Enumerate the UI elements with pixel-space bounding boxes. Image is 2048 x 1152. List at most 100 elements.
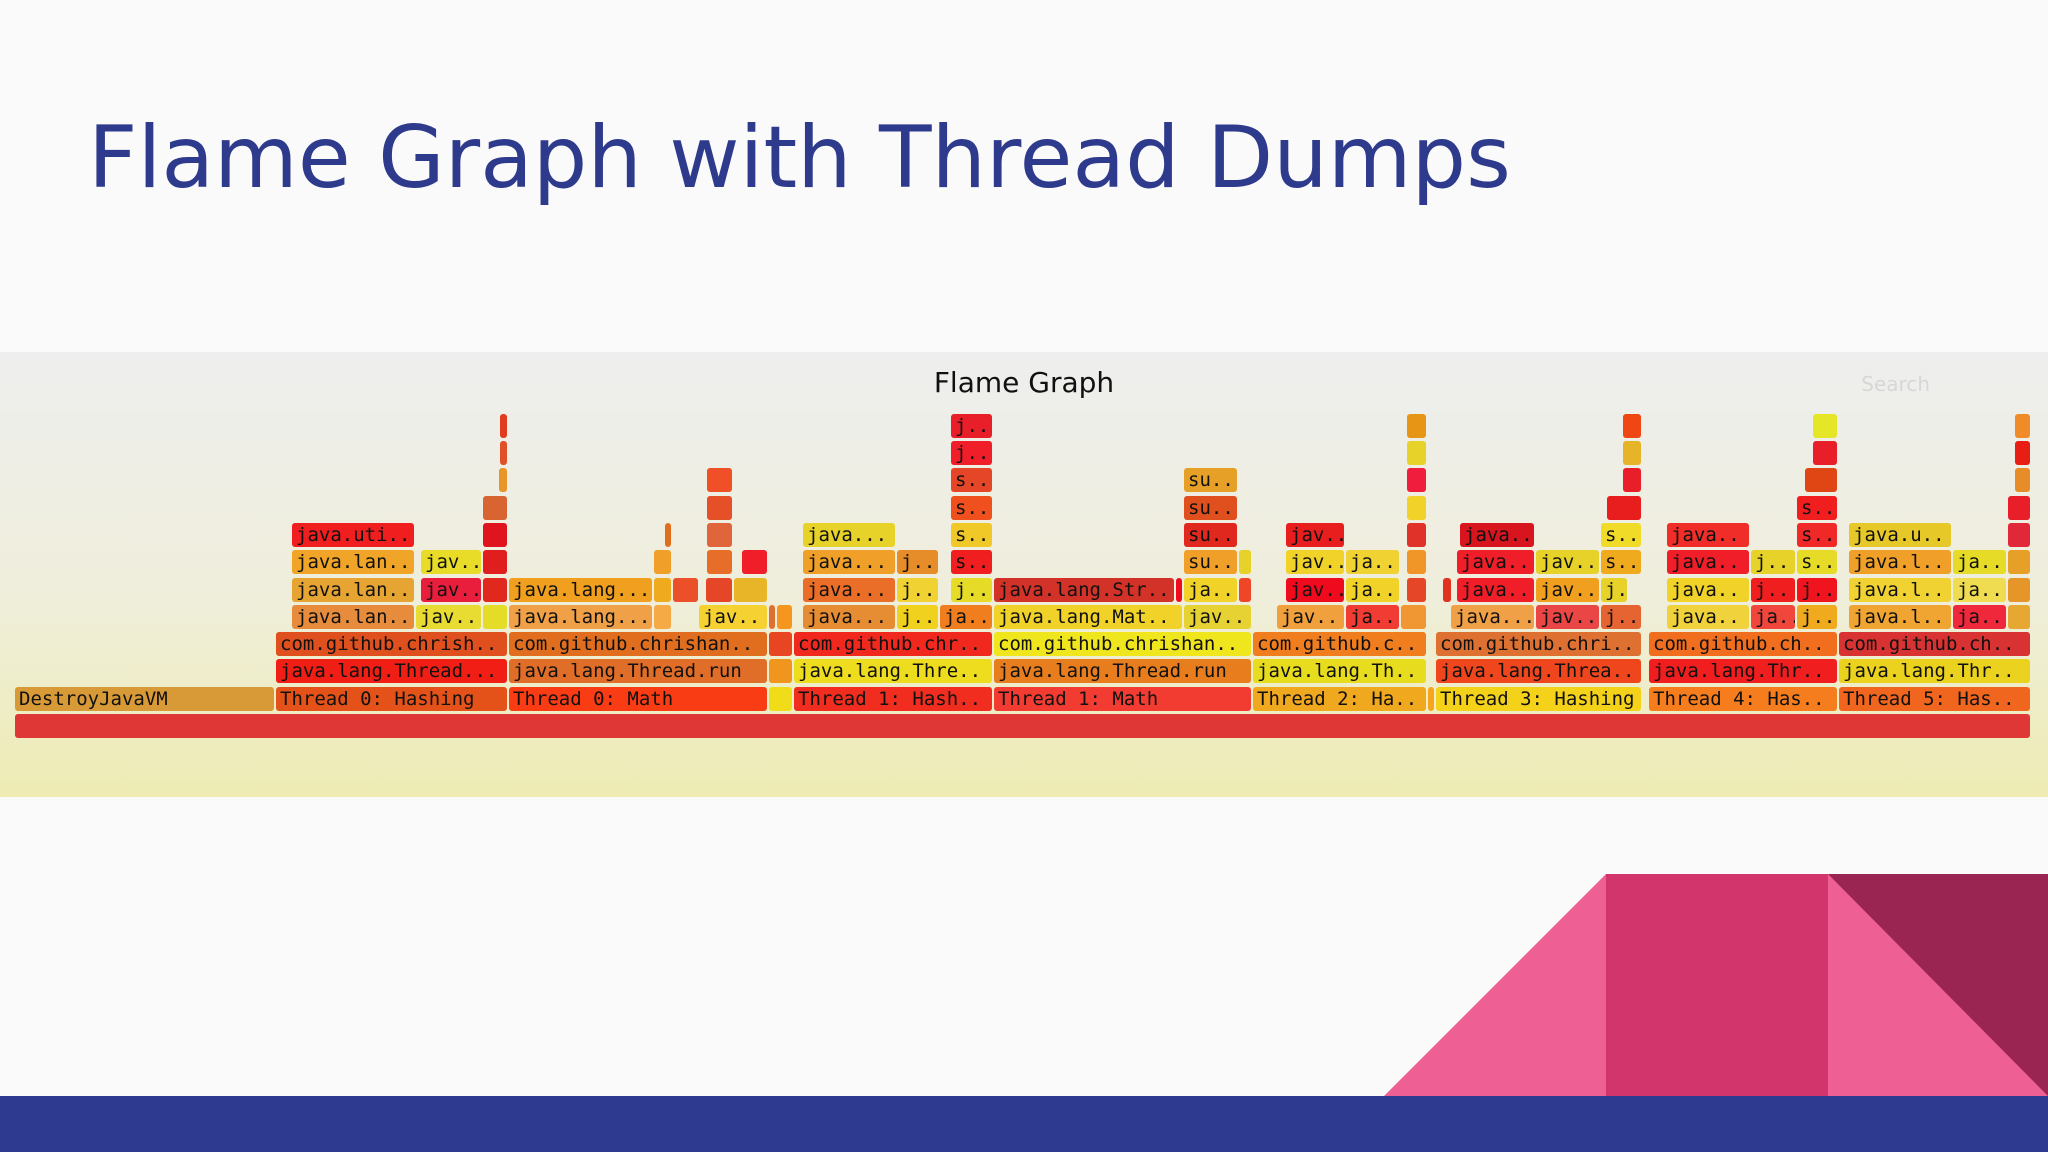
flame-frame[interactable]: java.. bbox=[1667, 578, 1749, 602]
flame-frame[interactable]: java.. bbox=[1667, 523, 1749, 547]
flame-frame[interactable]: ja.. bbox=[1953, 550, 2006, 574]
flame-graph-search-button[interactable]: Search bbox=[1861, 372, 1930, 396]
flame-frame[interactable]: jav.. bbox=[1536, 550, 1599, 574]
flame-frame[interactable] bbox=[1407, 578, 1426, 602]
flame-frame[interactable]: ja.. bbox=[1346, 605, 1399, 629]
flame-frame[interactable]: jav.. bbox=[699, 605, 767, 629]
flame-frame[interactable]: Thread 1: Hash.. bbox=[794, 687, 992, 711]
flame-frame[interactable] bbox=[1428, 687, 1434, 711]
flame-frame[interactable] bbox=[483, 496, 507, 520]
flame-frame[interactable]: j.. bbox=[897, 605, 938, 629]
flame-frame[interactable] bbox=[499, 468, 507, 492]
flame-frame[interactable]: ja.. bbox=[1751, 605, 1795, 629]
flame-frame[interactable]: ja.. bbox=[1953, 605, 2006, 629]
flame-frame[interactable]: Thread 5: Has.. bbox=[1839, 687, 2030, 711]
flame-frame[interactable]: ja.. bbox=[1953, 578, 2006, 602]
flame-frame[interactable]: com.github.chrish.. bbox=[276, 632, 507, 656]
flame-frame[interactable]: jav.. bbox=[1286, 523, 1344, 547]
flame-frame[interactable]: s.. bbox=[951, 468, 992, 492]
flame-frame[interactable]: s.. bbox=[951, 550, 992, 574]
flame-frame[interactable]: java.. bbox=[1667, 605, 1749, 629]
flame-frame[interactable] bbox=[483, 605, 507, 629]
flame-frame[interactable]: java.lang.Thread... bbox=[276, 659, 507, 683]
flame-frame[interactable] bbox=[1407, 414, 1426, 438]
flame-frame[interactable] bbox=[707, 468, 732, 492]
flame-frame[interactable]: java.lang.Str.. bbox=[994, 578, 1174, 602]
flame-frame[interactable]: java.l.. bbox=[1849, 550, 1951, 574]
flame-frame[interactable] bbox=[1805, 468, 1837, 492]
flame-frame[interactable] bbox=[654, 605, 671, 629]
flame-frame[interactable] bbox=[777, 605, 792, 629]
flame-frame[interactable] bbox=[1239, 578, 1251, 602]
flame-frame[interactable]: java.lan.. bbox=[292, 550, 414, 574]
flame-frame[interactable] bbox=[769, 632, 792, 656]
flame-frame[interactable] bbox=[707, 550, 732, 574]
flame-frame[interactable] bbox=[1813, 441, 1837, 465]
flame-frame[interactable]: Thread 4: Has.. bbox=[1649, 687, 1837, 711]
flame-frame[interactable] bbox=[1623, 468, 1641, 492]
flame-frame[interactable] bbox=[1407, 468, 1426, 492]
flame-frame[interactable] bbox=[2008, 496, 2030, 520]
flame-frame[interactable] bbox=[2008, 523, 2030, 547]
flame-frame[interactable]: java.lang.Thr.. bbox=[1839, 659, 2030, 683]
flame-frame[interactable]: java.l.. bbox=[1849, 578, 1951, 602]
flame-frame[interactable] bbox=[1407, 550, 1426, 574]
flame-frame[interactable]: jav.. bbox=[1536, 578, 1599, 602]
flame-frame[interactable]: java.. bbox=[1457, 578, 1534, 602]
flame-frame[interactable] bbox=[1407, 523, 1426, 547]
flame-frame[interactable]: java.lang.Threa.. bbox=[1436, 659, 1641, 683]
flame-frame[interactable] bbox=[483, 578, 507, 602]
flame-frame[interactable]: java... bbox=[803, 605, 895, 629]
flame-frame[interactable] bbox=[1623, 414, 1641, 438]
flame-frame[interactable]: java.lan.. bbox=[292, 578, 414, 602]
flame-frame[interactable] bbox=[2008, 578, 2030, 602]
flame-frame[interactable] bbox=[2015, 414, 2030, 438]
flame-frame[interactable]: java.lan.. bbox=[292, 605, 414, 629]
flame-frame[interactable]: java.lang... bbox=[509, 578, 652, 602]
flame-frame[interactable] bbox=[1443, 578, 1451, 602]
flame-frame[interactable]: java.lang.Thre.. bbox=[794, 659, 992, 683]
flame-frame[interactable] bbox=[707, 523, 732, 547]
flame-frame[interactable]: com.github.chrishan.. bbox=[994, 632, 1251, 656]
flame-frame[interactable]: j.. bbox=[1601, 578, 1627, 602]
flame-frame[interactable]: j.. bbox=[951, 578, 992, 602]
flame-frame[interactable]: j.. bbox=[1797, 578, 1837, 602]
flame-frame[interactable]: com.github.chr.. bbox=[794, 632, 992, 656]
flame-frame[interactable]: j.. bbox=[897, 550, 938, 574]
flame-frame[interactable]: su.. bbox=[1184, 496, 1237, 520]
flame-frame[interactable]: s.. bbox=[951, 523, 992, 547]
flame-frame[interactable] bbox=[2015, 441, 2030, 465]
flame-frame[interactable]: ja.. bbox=[940, 605, 992, 629]
flame-frame[interactable] bbox=[500, 441, 507, 465]
flame-frame[interactable] bbox=[742, 550, 767, 574]
flame-frame[interactable]: Thread 0: Hashing bbox=[276, 687, 507, 711]
flame-frame[interactable] bbox=[483, 550, 507, 574]
flame-frame[interactable]: s.. bbox=[951, 496, 992, 520]
flame-frame[interactable]: java... bbox=[803, 578, 895, 602]
flame-frame[interactable] bbox=[1813, 414, 1837, 438]
flame-frame[interactable] bbox=[654, 578, 671, 602]
flame-frame[interactable]: j.. bbox=[897, 578, 938, 602]
flame-frame[interactable]: java.lang.Thr.. bbox=[1649, 659, 1837, 683]
flame-frame[interactable]: java.. bbox=[1460, 523, 1534, 547]
flame-frame[interactable]: su.. bbox=[1184, 550, 1237, 574]
flame-frame[interactable]: java.lang... bbox=[509, 605, 652, 629]
flame-frame[interactable]: java... bbox=[803, 550, 895, 574]
flame-frame[interactable]: java.lang.Mat.. bbox=[994, 605, 1182, 629]
flame-frame[interactable]: java... bbox=[803, 523, 895, 547]
flame-frame[interactable]: ja.. bbox=[1184, 578, 1237, 602]
flame-frame[interactable]: com.github.ch.. bbox=[1839, 632, 2030, 656]
flame-frame[interactable]: j.. bbox=[951, 414, 992, 438]
flame-frame[interactable]: Thread 1: Math bbox=[994, 687, 1251, 711]
flame-frame[interactable]: s.. bbox=[1797, 523, 1837, 547]
flame-frame[interactable] bbox=[1407, 441, 1426, 465]
flame-frame[interactable]: Thread 3: Hashing bbox=[1436, 687, 1641, 711]
flame-frame[interactable] bbox=[769, 659, 792, 683]
flame-frame[interactable]: java.uti.. bbox=[292, 523, 414, 547]
flame-frame[interactable] bbox=[769, 687, 792, 711]
flame-frame[interactable]: jav.. bbox=[416, 605, 481, 629]
flame-frame[interactable] bbox=[707, 496, 732, 520]
flame-frame[interactable] bbox=[2008, 550, 2030, 574]
flame-frame[interactable]: su.. bbox=[1184, 468, 1237, 492]
flame-frame[interactable]: com.github.chri.. bbox=[1436, 632, 1641, 656]
